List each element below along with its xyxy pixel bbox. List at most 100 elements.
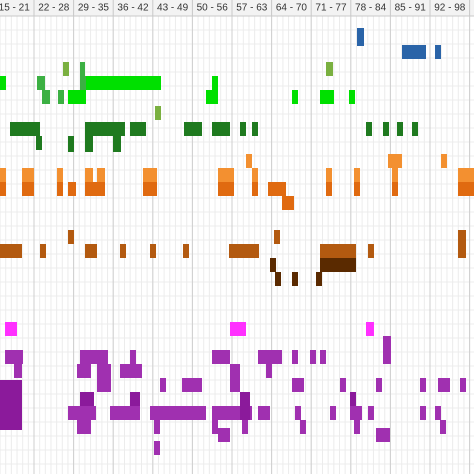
colored-cell [320,244,356,258]
colored-cell [441,154,447,168]
colored-cell [292,90,298,104]
colored-cell [68,230,74,244]
colored-cell [366,322,374,336]
colored-cell [40,244,46,258]
colored-cell [5,350,23,364]
colored-cell [252,122,258,136]
colored-cell [68,406,96,420]
column-header: 43 - 49 [157,3,189,14]
colored-cell [316,272,322,286]
colored-cell [57,168,63,182]
header-row: 15 - 21 22 - 28 29 - 35 36 - 42 43 - 49 50 - … [0,0,474,17]
colored-cell [275,272,281,286]
colored-cell [383,336,391,364]
colored-cell [22,182,34,196]
colored-cell [270,258,276,272]
colored-cell [57,182,63,196]
colored-cell [36,136,42,150]
colored-cell [376,378,382,392]
colored-cell [183,244,189,258]
colored-cell [120,364,142,378]
colored-cell [412,122,418,136]
colored-cell [182,378,202,392]
colored-cell [230,364,240,392]
colored-cell [0,168,6,182]
colored-cell [274,230,280,244]
column-header: 71 - 77 [315,3,347,14]
colored-cell [354,182,360,196]
column-header: 29 - 35 [78,3,110,14]
colored-cell [218,182,234,196]
colored-cell [435,406,441,420]
colored-cell [120,244,126,258]
colored-cell [212,420,218,434]
colored-cell [80,392,94,406]
colored-cell [68,90,86,104]
colored-cell [460,378,466,392]
colored-cell [246,154,252,168]
column-header: 50 - 56 [197,3,229,14]
colored-cell [266,364,272,378]
colored-cell [354,168,360,182]
colored-cell [10,122,40,136]
colored-cell [150,406,206,420]
colored-cell [242,420,248,434]
colored-cell [368,244,374,258]
colored-cell [0,76,6,90]
colored-cell [130,392,140,406]
colored-cell [229,244,259,258]
colored-cell [240,122,246,136]
colored-cell [282,196,294,210]
colored-cell [340,378,346,392]
colored-cell [85,122,125,136]
colored-cell [80,62,85,76]
colored-cell [218,168,234,182]
colored-cell [68,182,76,196]
colored-cell [113,136,121,152]
colored-cell [0,244,22,258]
colored-cell [420,406,426,420]
colored-cell [14,364,22,378]
colored-cell [326,168,332,182]
colored-cell [130,122,146,136]
column-header: 36 - 42 [117,3,149,14]
column-header: 92 - 98 [434,3,466,14]
colored-cell [438,378,450,392]
column-header: 78 - 84 [355,3,387,14]
colored-cell [154,420,160,434]
colored-cell [154,441,160,455]
colored-cell [292,378,304,392]
colored-cell [326,62,333,76]
colored-cell [85,244,97,258]
column-header: 22 - 28 [38,3,70,14]
colored-cell [320,258,356,272]
colored-cell [300,420,306,434]
colored-cell [77,364,91,378]
colored-cell [268,182,286,196]
colored-cell [37,76,45,90]
column-header: 64 - 70 [276,3,308,14]
colored-cell [383,122,389,136]
colored-cell [212,76,218,90]
colored-cell [310,350,316,364]
colored-cell [357,28,364,46]
colored-cell [368,406,374,420]
colored-cell [440,420,446,434]
colored-cell [97,168,105,182]
colored-cell [397,122,403,136]
colored-cell [349,90,355,104]
colored-cell [392,182,398,196]
colored-cell [252,182,258,196]
colored-cell [85,76,161,90]
colored-cell [63,62,69,76]
colored-cell [42,90,50,104]
colored-cell [458,182,474,196]
colored-cell [258,406,270,420]
header-background [0,0,474,16]
colored-cell [160,378,166,392]
column-header: 15 - 21 [0,3,30,14]
colored-cell [150,244,156,258]
colored-cell [58,90,64,104]
colored-cell [143,168,157,182]
